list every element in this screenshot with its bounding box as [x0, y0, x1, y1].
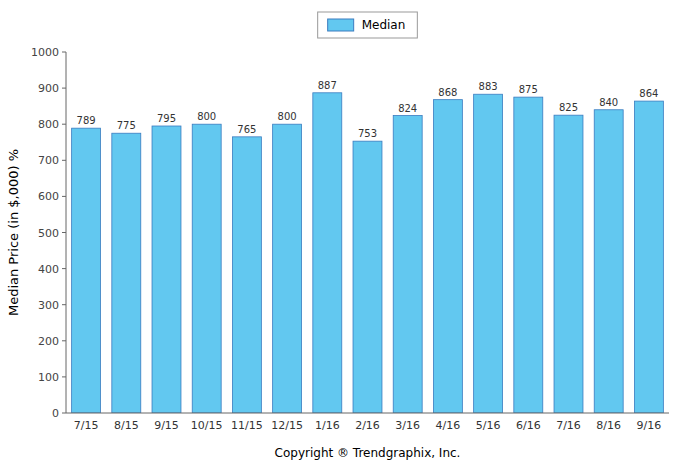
data-label: 765 — [237, 124, 256, 135]
data-label: 789 — [77, 115, 96, 126]
x-tick-label: 5/16 — [476, 419, 501, 432]
y-tick — [62, 304, 66, 305]
data-label: 824 — [398, 103, 417, 114]
x-tick-label: 3/16 — [395, 419, 420, 432]
bar — [232, 137, 261, 413]
bar — [474, 94, 503, 413]
x-tick-label: 4/16 — [436, 419, 461, 432]
x-axis-label: Copyright ® Trendgraphix, Inc. — [275, 446, 461, 460]
y-tick — [62, 88, 66, 89]
legend-swatch — [328, 19, 354, 31]
data-label: 753 — [358, 128, 377, 139]
x-tick-label: 12/15 — [271, 419, 303, 432]
bars — [72, 93, 664, 413]
bar — [554, 115, 583, 413]
x-tick-label: 9/16 — [637, 419, 662, 432]
data-label: 883 — [479, 81, 498, 92]
y-tick — [62, 52, 66, 53]
bar — [393, 116, 422, 413]
y-tick-label: 600 — [38, 190, 59, 203]
chart-container: 0 100 200 300 400 500 600 700 800 900 1000 789 775 79… — [0, 0, 685, 471]
y-tick — [62, 413, 66, 414]
y-tick — [62, 340, 66, 341]
y-tick — [62, 196, 66, 197]
data-label: 875 — [519, 84, 538, 95]
data-label: 825 — [559, 102, 578, 113]
data-label: 775 — [117, 120, 136, 131]
bar — [433, 100, 462, 413]
x-tick-label: 2/16 — [355, 419, 380, 432]
y-tick-label: 300 — [38, 299, 59, 312]
legend-label: Median — [362, 18, 406, 32]
x-axis: 7/15 8/15 9/15 10/15 11/15 12/15 1/16 2/16 3/16 4… — [74, 419, 662, 432]
y-tick-label: 100 — [38, 371, 59, 384]
x-tick-label: 6/16 — [516, 419, 541, 432]
y-tick-label: 0 — [52, 407, 59, 420]
data-label: 800 — [278, 111, 297, 122]
data-label: 864 — [639, 88, 658, 99]
legend-frame — [318, 12, 418, 38]
bar — [353, 141, 382, 413]
y-tick — [62, 376, 66, 377]
y-tick-label: 1000 — [31, 46, 59, 59]
bar — [313, 93, 342, 413]
bar — [152, 126, 181, 413]
chart-svg: 0 100 200 300 400 500 600 700 800 900 1000 789 775 79… — [0, 0, 685, 471]
y-tick-label: 700 — [38, 154, 59, 167]
data-label: 840 — [599, 97, 618, 108]
bar — [514, 97, 543, 413]
bar — [273, 124, 302, 413]
x-tick-label: 10/15 — [191, 419, 223, 432]
y-tick — [62, 232, 66, 233]
y-tick-label: 500 — [38, 227, 59, 240]
y-tick-label: 200 — [38, 335, 59, 348]
y-tick-label: 900 — [38, 82, 59, 95]
bar — [634, 101, 663, 413]
x-tick-label: 7/15 — [74, 419, 99, 432]
bar — [72, 128, 101, 413]
x-tick-label: 9/15 — [154, 419, 179, 432]
bar — [192, 124, 221, 413]
x-tick-label: 8/15 — [114, 419, 139, 432]
bar — [112, 133, 141, 413]
y-tick — [62, 160, 66, 161]
x-tick-label: 11/15 — [231, 419, 263, 432]
bar — [594, 110, 623, 413]
y-tick-label: 800 — [38, 118, 59, 131]
data-label: 887 — [318, 80, 337, 91]
y-tick — [62, 268, 66, 269]
data-label: 868 — [438, 87, 457, 98]
x-tick-label: 8/16 — [596, 419, 621, 432]
y-tick — [62, 124, 66, 125]
y-axis-label: Median Price (in $,000) % — [6, 149, 21, 316]
data-label: 800 — [197, 111, 216, 122]
x-tick-label: 1/16 — [315, 419, 340, 432]
x-axis-line — [66, 413, 669, 414]
data-labels: 789 775 795 800 765 800 887 753 824 868 883 875 825 8… — [77, 80, 659, 139]
x-tick-label: 7/16 — [556, 419, 581, 432]
y-tick-label: 400 — [38, 263, 59, 276]
y-axis: 0 100 200 300 400 500 600 700 800 900 1000 — [31, 46, 66, 420]
y-axis-line — [66, 52, 67, 413]
legend: Median — [318, 12, 418, 38]
data-label: 795 — [157, 113, 176, 124]
